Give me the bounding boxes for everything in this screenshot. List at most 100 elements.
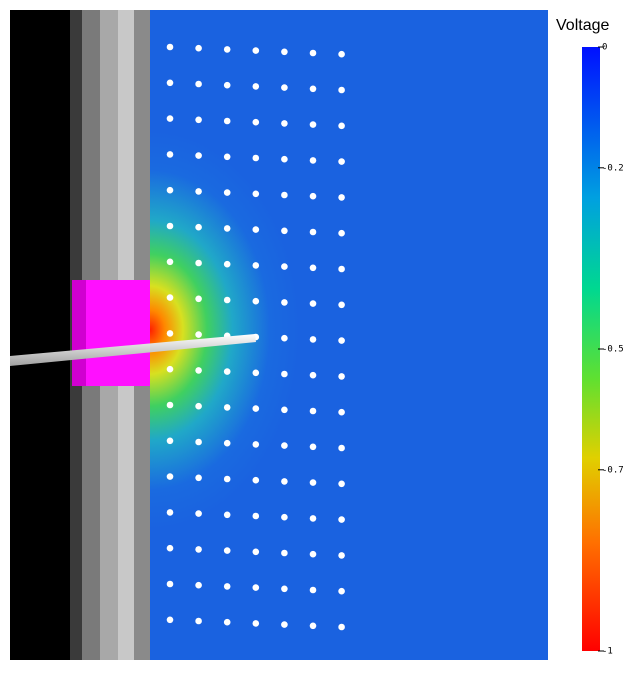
- contact: [195, 367, 202, 374]
- contact: [310, 300, 317, 307]
- contact: [253, 155, 260, 162]
- contact: [224, 440, 231, 447]
- contact: [253, 298, 260, 305]
- contact: [281, 120, 288, 127]
- contact: [338, 266, 345, 273]
- contact: [338, 337, 345, 344]
- contact: [253, 620, 260, 627]
- contact: [195, 582, 202, 589]
- contact: [338, 409, 345, 416]
- contact: [281, 514, 288, 521]
- contact: [310, 157, 317, 164]
- contact: [253, 584, 260, 591]
- contact: [338, 481, 345, 488]
- contact: [338, 87, 345, 94]
- contact: [281, 407, 288, 414]
- tick-label: -0.5: [602, 345, 624, 355]
- contact: [167, 80, 174, 87]
- contact: [310, 623, 317, 630]
- contact: [281, 335, 288, 342]
- contact: [253, 549, 260, 556]
- contact: [338, 516, 345, 523]
- contact: [195, 296, 202, 303]
- contact: [167, 330, 174, 337]
- contact: [195, 188, 202, 195]
- contact: [167, 402, 174, 409]
- contact: [167, 581, 174, 588]
- contact: [224, 512, 231, 519]
- contact: [310, 408, 317, 415]
- contact: [310, 336, 317, 343]
- contact: [224, 189, 231, 196]
- contact: [338, 552, 345, 559]
- contact: [310, 479, 317, 486]
- contact: [281, 550, 288, 557]
- tick-label: -0.7: [602, 465, 624, 475]
- tick-label: -0.2: [602, 163, 624, 173]
- contact: [167, 438, 174, 445]
- contact: [281, 586, 288, 593]
- contact: [281, 263, 288, 270]
- contact: [338, 445, 345, 452]
- contact: [281, 478, 288, 485]
- contact: [281, 84, 288, 91]
- tick-label: 0: [602, 43, 607, 53]
- contact: [338, 51, 345, 58]
- contact: [253, 191, 260, 198]
- contact: [310, 229, 317, 236]
- contact: [253, 47, 260, 54]
- contact: [224, 619, 231, 626]
- contact: [338, 158, 345, 165]
- contact: [224, 225, 231, 232]
- contact: [167, 151, 174, 158]
- contact: [310, 551, 317, 558]
- contact: [195, 546, 202, 553]
- contact: [167, 473, 174, 480]
- contact: [224, 118, 231, 125]
- contact: [167, 509, 174, 516]
- dark-region: [10, 10, 70, 660]
- contact: [224, 297, 231, 304]
- contact: [281, 621, 288, 628]
- visualization: Voltage 0 -0.2 -0.5 -0.7 -1: [0, 0, 635, 675]
- contact: [253, 370, 260, 377]
- contact: [195, 331, 202, 338]
- contact: [338, 588, 345, 595]
- contact: [253, 477, 260, 484]
- colorbar-title: Voltage: [556, 17, 609, 34]
- contact: [338, 624, 345, 631]
- contact: [195, 117, 202, 124]
- colorbar: Voltage 0 -0.2 -0.5 -0.7 -1: [556, 17, 624, 657]
- contact: [281, 156, 288, 163]
- contact: [253, 83, 260, 90]
- contact: [253, 441, 260, 448]
- contact: [281, 299, 288, 306]
- contact: [167, 294, 174, 301]
- contact: [224, 261, 231, 268]
- contact: [195, 224, 202, 231]
- contact: [310, 372, 317, 379]
- contact: [195, 45, 202, 52]
- contact: [224, 46, 231, 53]
- contact: [253, 226, 260, 233]
- contact: [224, 583, 231, 590]
- contact: [167, 187, 174, 194]
- contact: [281, 442, 288, 449]
- contact: [195, 510, 202, 517]
- contact: [310, 444, 317, 451]
- contact: [338, 373, 345, 380]
- contact: [224, 368, 231, 375]
- contact: [195, 81, 202, 88]
- field-gradient: [150, 10, 548, 660]
- contact: [338, 123, 345, 130]
- contact: [310, 587, 317, 594]
- contact: [310, 86, 317, 93]
- tick-label: -1: [602, 647, 613, 657]
- contact: [253, 513, 260, 520]
- contact: [310, 50, 317, 57]
- contact: [338, 230, 345, 237]
- contact: [281, 228, 288, 235]
- contact: [195, 152, 202, 159]
- contact: [338, 194, 345, 201]
- contact: [310, 193, 317, 200]
